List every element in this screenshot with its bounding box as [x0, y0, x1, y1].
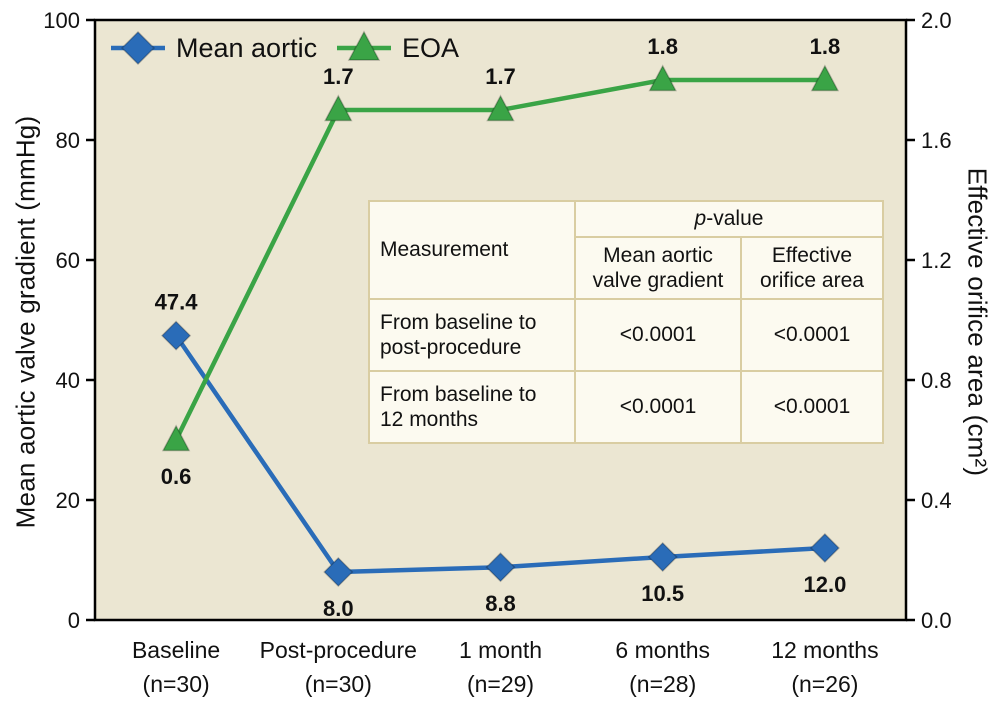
left-axis-tick-label: 80: [56, 128, 80, 153]
x-axis-category-label: 1 month: [459, 637, 542, 663]
left-axis-tick-label: 0: [68, 608, 80, 633]
data-point-marker-diamond: [647, 541, 678, 573]
x-axis-category-label: Baseline: [132, 637, 220, 663]
table-cell-pvalue-gradient: <0.0001: [574, 370, 742, 444]
table-row: From baseline to 12 months <0.0001 <0.00…: [368, 370, 884, 444]
data-point-label: 0.6: [161, 464, 192, 489]
pvalue-p-italic: p: [694, 207, 707, 231]
x-axis-n-label: (n=26): [791, 671, 858, 697]
table-row-label: From baseline to 12 months: [368, 370, 576, 444]
data-point-marker-diamond: [161, 320, 192, 351]
left-axis-title: Mean aortic valve gradient (mmHg): [10, 115, 41, 529]
x-axis-n-label: (n=29): [467, 671, 534, 697]
data-point-label: 12.0: [803, 572, 846, 597]
data-point-label: 1.8: [810, 34, 841, 59]
data-point-marker-triangle: [161, 424, 191, 452]
data-point-marker-diamond: [485, 552, 516, 583]
data-point-label: 47.4: [155, 290, 199, 315]
x-axis-n-label: (n=28): [629, 671, 696, 697]
data-point-label: 10.5: [641, 581, 684, 606]
data-point-marker-diamond: [809, 532, 840, 564]
data-point-marker-triangle: [347, 30, 381, 61]
data-point-marker-triangle: [324, 94, 353, 122]
right-axis-tick-label: 1.6: [921, 128, 952, 153]
right-axis-tick-label: 0.4: [921, 488, 952, 513]
right-axis-tick-label: 1.2: [921, 248, 952, 273]
left-axis-tick-label: 60: [56, 248, 80, 273]
right-axis-tick-label: 2.0: [921, 8, 952, 33]
left-axis-tick-label: 100: [43, 8, 80, 33]
x-axis-category-label: Post-procedure: [260, 637, 417, 663]
x-axis-n-label: (n=30): [143, 671, 210, 697]
pvalue-rest: -value: [706, 207, 764, 231]
table-cell-pvalue-gradient: <0.0001: [574, 298, 742, 372]
x-axis-category-label: 6 months: [615, 637, 710, 663]
table-header-measurement: Measurement: [368, 200, 576, 300]
data-point-label: 8.0: [323, 596, 354, 621]
data-point-marker-diamond: [323, 556, 354, 588]
left-axis-tick-label: 20: [56, 488, 80, 513]
data-point-marker-diamond: [120, 30, 156, 66]
x-axis-category-label: 12 months: [771, 637, 878, 663]
data-point-marker-triangle: [648, 64, 677, 92]
x-axis-n-label: (n=30): [305, 671, 372, 697]
table-row-label: From baseline to post-procedure: [368, 298, 576, 372]
left-axis-tick-label: 40: [56, 368, 80, 393]
legend-item-label: EOA: [402, 33, 459, 63]
right-axis-tick-label: 0.8: [921, 368, 952, 393]
data-point-marker-triangle: [810, 64, 840, 92]
data-point-label: 8.8: [485, 591, 516, 616]
table-cell-pvalue-eoa: <0.0001: [740, 298, 884, 372]
table-header-mean-aortic-gradient: Mean aortic valve gradient: [574, 236, 742, 300]
right-axis-tick-label: 0.0: [921, 608, 952, 633]
table-cell-pvalue-eoa: <0.0001: [740, 370, 884, 444]
data-point-label: 1.7: [323, 64, 354, 89]
data-point-marker-triangle: [486, 94, 515, 122]
legend-item-label: Mean aortic: [176, 33, 317, 63]
data-point-label: 1.8: [647, 34, 678, 59]
data-point-label: 1.7: [485, 64, 516, 89]
right-axis-title: Effective orifice area (cm²): [962, 167, 993, 477]
table-row: From baseline to post-procedure <0.0001 …: [368, 298, 884, 372]
p-value-table: Measurement p-value Mean aortic valve gr…: [368, 200, 884, 444]
table-header-pvalue: p-value: [574, 200, 884, 238]
table-header-effective-orifice-area: Effective orifice area: [740, 236, 884, 300]
